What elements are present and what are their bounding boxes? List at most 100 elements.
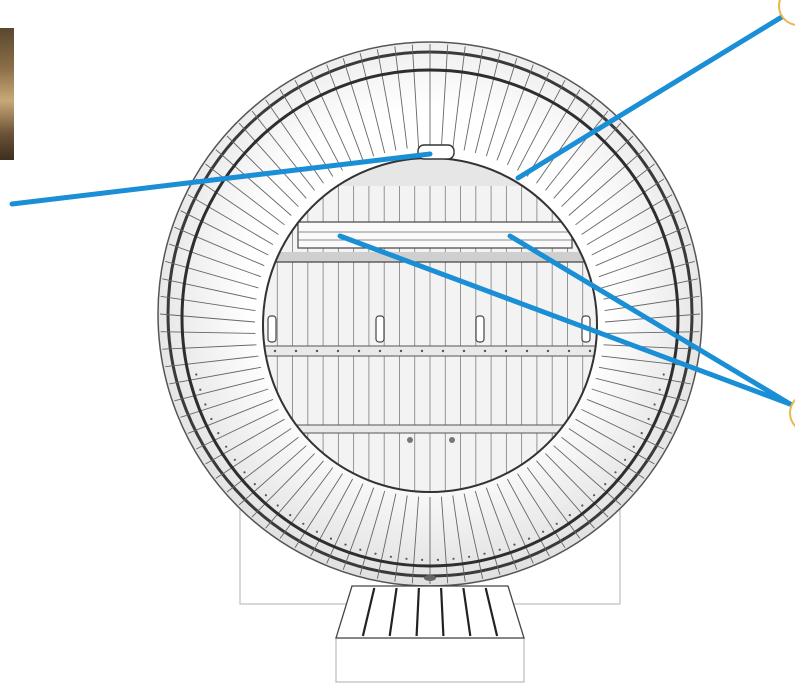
rail-bolt — [399, 349, 403, 353]
stave-line — [310, 71, 354, 166]
bolt-dot — [199, 388, 202, 391]
stave-line — [575, 163, 655, 226]
bolt-dot — [195, 373, 198, 376]
stave-line — [196, 409, 279, 450]
bolt-dot — [662, 373, 665, 376]
stave-line — [536, 460, 595, 529]
rail-bolt — [273, 349, 277, 353]
stave-line — [452, 495, 466, 582]
bolt-dot — [483, 552, 486, 555]
stave-line — [581, 409, 664, 450]
stave-line — [187, 398, 274, 434]
bolt-dot — [568, 514, 571, 517]
stave-line — [376, 49, 397, 151]
bolt-dot — [614, 471, 617, 474]
bolt-dot — [498, 548, 501, 551]
stave-line — [601, 260, 695, 289]
bolt-ring — [195, 373, 665, 562]
stave-line — [169, 366, 262, 385]
wall-bracket — [475, 315, 485, 343]
bolt-dot — [359, 548, 362, 551]
bolt-dot — [581, 504, 584, 507]
bolt-dot — [542, 530, 545, 533]
stave-line — [251, 110, 315, 191]
stave-line — [485, 58, 518, 157]
bolt-dot — [264, 494, 267, 497]
stave-line — [165, 355, 259, 368]
rail-bolt — [567, 349, 571, 353]
bolt-dot — [604, 483, 607, 486]
bolt-dot — [210, 417, 213, 421]
entry-steps — [335, 585, 525, 683]
stave-line — [595, 226, 686, 267]
bolt-dot — [421, 558, 424, 562]
stave-line — [568, 428, 645, 479]
bolt-dot — [513, 543, 516, 546]
stave-line — [310, 478, 353, 557]
stave-line — [575, 418, 655, 465]
stave-line — [603, 344, 698, 350]
bolt-dot — [647, 417, 650, 421]
bolt-dot — [593, 494, 596, 497]
stave-line — [463, 493, 484, 579]
rail-bolt — [588, 349, 592, 353]
stave-line — [174, 377, 265, 402]
step-slat — [388, 587, 398, 637]
stave-line — [452, 46, 466, 149]
stave-line — [526, 467, 581, 539]
barrel-band-inner — [180, 68, 680, 568]
stave-line — [485, 487, 518, 570]
stave-line — [205, 163, 285, 226]
bolt-dot — [405, 557, 408, 560]
stave-line — [496, 483, 534, 564]
bolt-dot — [217, 432, 220, 435]
rail-bolt — [420, 349, 424, 353]
rail-bolt — [441, 349, 445, 353]
stave-line — [586, 194, 673, 245]
stave-line — [598, 366, 691, 385]
stave-line — [195, 178, 279, 235]
stave-line — [326, 483, 364, 564]
stave-line — [536, 99, 595, 184]
stave-line — [180, 388, 269, 418]
stave-line — [226, 135, 299, 207]
stave-line — [591, 210, 680, 256]
stave-line — [187, 194, 274, 245]
stave-line — [251, 453, 315, 518]
lower-rail — [263, 424, 597, 434]
bolt-dot — [632, 445, 635, 448]
stave-line — [160, 331, 256, 334]
stave-line — [411, 44, 420, 148]
step-slat — [484, 587, 499, 637]
bolt-dot — [289, 514, 292, 517]
stave-line — [440, 44, 449, 148]
stave-line — [169, 243, 262, 278]
drain-hole — [424, 575, 436, 581]
bolt-dot — [374, 552, 377, 555]
rail-bolt — [525, 349, 529, 353]
stave-line — [586, 398, 673, 434]
step-slat — [440, 587, 445, 637]
stave-line — [162, 344, 257, 350]
step-slat — [462, 587, 472, 637]
wall-bracket — [375, 315, 385, 343]
stave-line — [517, 79, 566, 171]
bolt-dot — [225, 445, 228, 448]
stave-line — [545, 453, 609, 518]
stave-line — [507, 478, 550, 557]
stave-line — [568, 149, 645, 216]
stave-line — [553, 445, 622, 506]
stave-line — [279, 89, 334, 177]
stave-line — [545, 110, 609, 191]
stave-line — [581, 178, 665, 235]
wood-interior-thumbnail — [0, 28, 14, 160]
rail-bolt — [546, 349, 550, 353]
stave-line — [561, 437, 634, 493]
stave-line — [591, 388, 680, 418]
leader-line-bench-right — [507, 233, 793, 407]
stave-line — [165, 260, 259, 289]
stave-line — [411, 496, 420, 584]
bolt-dot — [653, 403, 656, 406]
floor-vent-left — [407, 437, 413, 443]
stave-line — [180, 210, 269, 256]
